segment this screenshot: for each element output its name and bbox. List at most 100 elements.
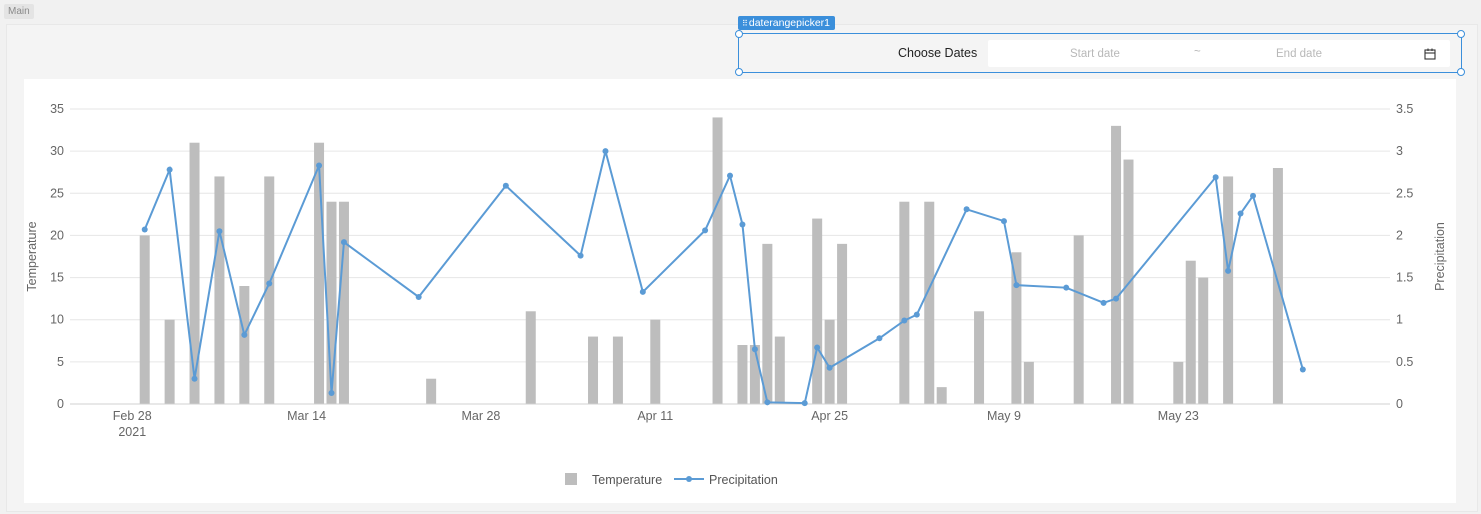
y-right-tick-label: 1.5 xyxy=(1396,271,1413,285)
point-precipitation xyxy=(577,252,584,259)
y-left-tick-label: 30 xyxy=(50,144,64,158)
y-left-tick-label: 10 xyxy=(50,313,64,327)
bar-temperature xyxy=(326,201,337,404)
bar-temperature xyxy=(1223,176,1234,404)
point-precipitation xyxy=(141,226,148,233)
y-left-tick-label: 35 xyxy=(50,102,64,116)
point-precipitation xyxy=(1225,267,1232,274)
x-tick-label: Mar 14 xyxy=(287,409,326,423)
resize-handle-top-left[interactable] xyxy=(735,30,743,38)
resize-handle-bottom-left[interactable] xyxy=(735,68,743,76)
component-tag-label: daterangepicker1 xyxy=(748,17,830,29)
point-precipitation xyxy=(415,293,422,300)
bar-temperature xyxy=(338,201,349,404)
point-precipitation xyxy=(602,148,609,155)
point-precipitation xyxy=(963,206,970,213)
bar-temperature xyxy=(762,243,773,404)
resize-handle-top-right[interactable] xyxy=(1457,30,1465,38)
point-precipitation xyxy=(801,400,808,407)
combo-chart: 0 5 10 15 20 25 30 35 0 0.5 1 1.5 2 2.5 3 3.5 Temperatur… xyxy=(25,102,1447,487)
point-precipitation xyxy=(639,288,646,295)
bar-temperature xyxy=(239,286,250,404)
y-left-tick-label: 25 xyxy=(50,186,64,200)
bar-temperature xyxy=(749,345,760,404)
point-precipitation xyxy=(1299,366,1306,373)
bar-temperature xyxy=(974,311,985,404)
y-left-tick-label: 0 xyxy=(57,397,64,411)
x-tick-label: Mar 28 xyxy=(461,409,500,423)
end-date-input[interactable]: End date xyxy=(1276,48,1323,60)
point-precipitation xyxy=(1013,282,1020,289)
y-right-tick-label: 3 xyxy=(1396,144,1403,158)
point-precipitation xyxy=(1100,299,1107,306)
bar-temperature xyxy=(712,117,723,404)
start-date-input[interactable]: Start date xyxy=(1070,48,1120,60)
point-precipitation xyxy=(901,317,908,324)
point-precipitation xyxy=(1237,210,1244,217)
bar-temperature xyxy=(1111,125,1122,404)
drag-grip-icon[interactable]: ⠿ xyxy=(742,19,748,28)
point-precipitation xyxy=(1063,284,1070,291)
bar-temperature xyxy=(1173,361,1184,404)
bar-temperature xyxy=(1198,277,1209,404)
bar-temperature xyxy=(774,336,785,404)
point-precipitation xyxy=(751,346,758,353)
component-tag[interactable]: ⠿ daterangepicker1 xyxy=(738,16,835,30)
daterangepicker-selection-box[interactable] xyxy=(735,30,1465,76)
bar-temperature xyxy=(899,201,910,404)
point-precipitation xyxy=(340,239,347,246)
x-tick-label: Apr 25 xyxy=(811,409,848,423)
x-tick-label: Apr 11 xyxy=(637,409,673,423)
date-range-label: Choose Dates xyxy=(898,46,978,60)
point-precipitation xyxy=(502,182,509,189)
point-precipitation xyxy=(826,364,833,371)
bar-temperature xyxy=(1073,235,1084,404)
point-precipitation xyxy=(1250,192,1257,199)
bar-temperature xyxy=(314,142,325,404)
point-precipitation xyxy=(739,221,746,228)
y-left-tick-label: 5 xyxy=(57,355,64,369)
bar-temperature xyxy=(1185,260,1196,404)
x-tick-label: May 23 xyxy=(1158,409,1199,423)
point-precipitation xyxy=(191,375,198,382)
point-precipitation xyxy=(1212,174,1219,181)
point-precipitation xyxy=(876,335,883,342)
bar-temperature xyxy=(924,201,935,404)
legend-swatch-temperature xyxy=(565,473,577,485)
date-range-input[interactable]: Start date ~ End date xyxy=(988,40,1450,67)
y-left-tick-label: 15 xyxy=(50,271,64,285)
resize-handle-bottom-right[interactable] xyxy=(1457,68,1465,76)
legend-label-temperature: Temperature xyxy=(592,473,662,487)
bar-temperature xyxy=(139,235,150,404)
bar-temperature xyxy=(650,319,661,404)
bar-temperature xyxy=(824,319,835,404)
bar-temperature xyxy=(837,243,848,404)
point-precipitation xyxy=(1000,218,1007,225)
x-tick-label: Feb 28 xyxy=(113,409,152,423)
point-precipitation xyxy=(266,280,273,287)
point-precipitation xyxy=(1113,295,1120,302)
point-precipitation xyxy=(216,228,223,235)
point-precipitation xyxy=(727,172,733,179)
bar-temperature xyxy=(214,176,225,404)
point-precipitation xyxy=(702,227,709,234)
main-container-label: Main xyxy=(4,4,34,19)
date-separator: ~ xyxy=(1194,46,1201,58)
y-left-tick-label: 20 xyxy=(50,228,64,242)
bar-temperature xyxy=(612,336,623,404)
calendar-icon[interactable] xyxy=(1424,47,1436,65)
chart-card: 0 5 10 15 20 25 30 35 0 0.5 1 1.5 2 2.5 3 3.5 Temperatur… xyxy=(24,79,1456,503)
bar-temperature xyxy=(737,345,748,404)
point-precipitation xyxy=(166,166,173,173)
y-right-tick-label: 1 xyxy=(1396,313,1403,327)
point-precipitation xyxy=(328,390,335,397)
bar-temperature xyxy=(1023,361,1034,404)
bar-temperature xyxy=(264,176,275,404)
y-right-tick-label: 2 xyxy=(1396,228,1403,242)
point-precipitation xyxy=(913,311,920,318)
bar-temperature xyxy=(164,319,175,404)
y-left-axis-title: Temperature xyxy=(25,221,39,291)
y-right-tick-label: 0.5 xyxy=(1396,355,1413,369)
bar-temperature xyxy=(189,142,200,404)
bar-temperature xyxy=(1123,159,1134,404)
